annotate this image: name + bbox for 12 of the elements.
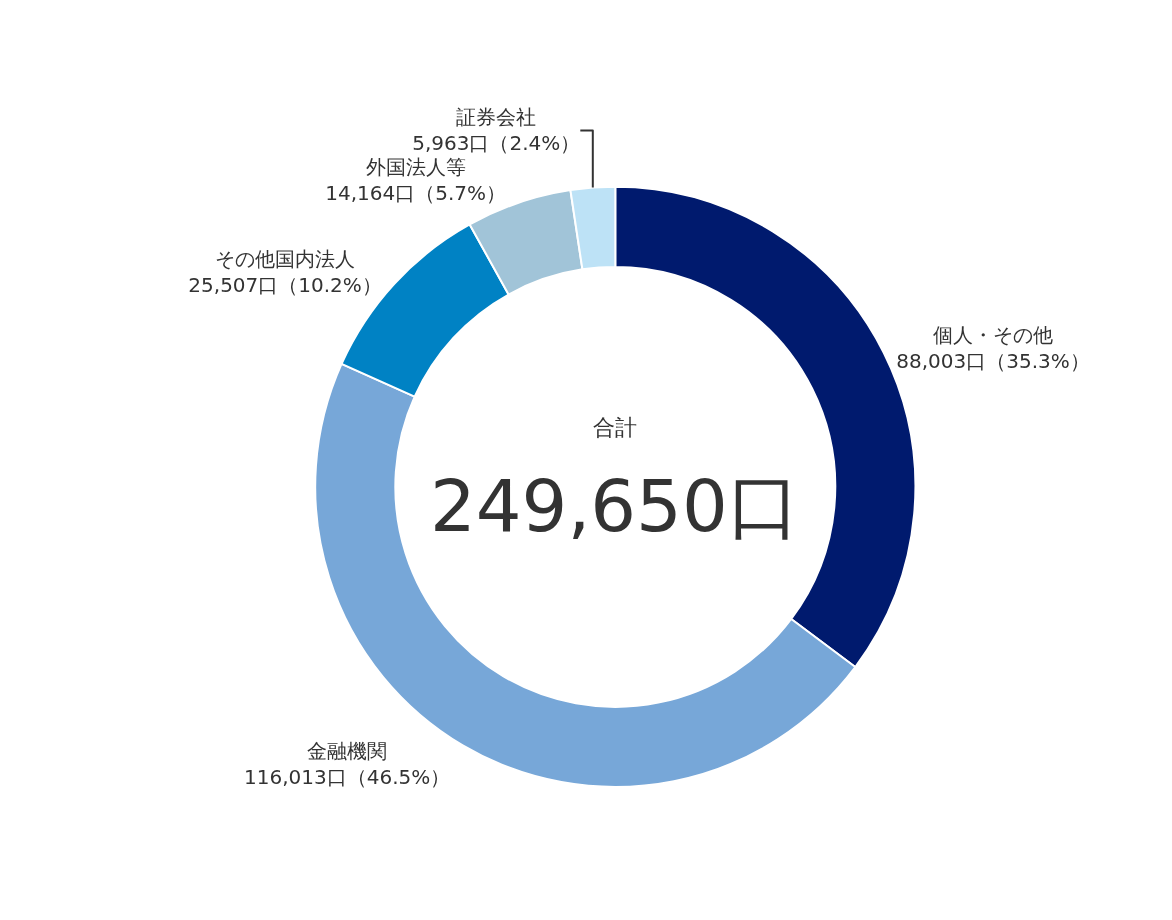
text: 合計 — [593, 415, 637, 440]
data-label: 116,013口（46.5%） — [244, 764, 451, 789]
text: 249,650口 — [430, 464, 800, 548]
slice-label: 金融機関 — [307, 738, 388, 763]
data-label: 5,963口（2.4%） — [412, 131, 581, 156]
data-label: 25,507口（10.2%） — [188, 273, 382, 298]
data-label: 88,003口（35.3%） — [896, 348, 1090, 373]
slice-label: その他国内法人 — [215, 247, 356, 272]
data-label: 14,164口（5.7%） — [325, 181, 507, 206]
slice-label: 証券会社 — [456, 105, 537, 130]
slice-label: 外国法人等 — [365, 155, 466, 180]
slice-label: 個人・その他 — [933, 322, 1054, 347]
